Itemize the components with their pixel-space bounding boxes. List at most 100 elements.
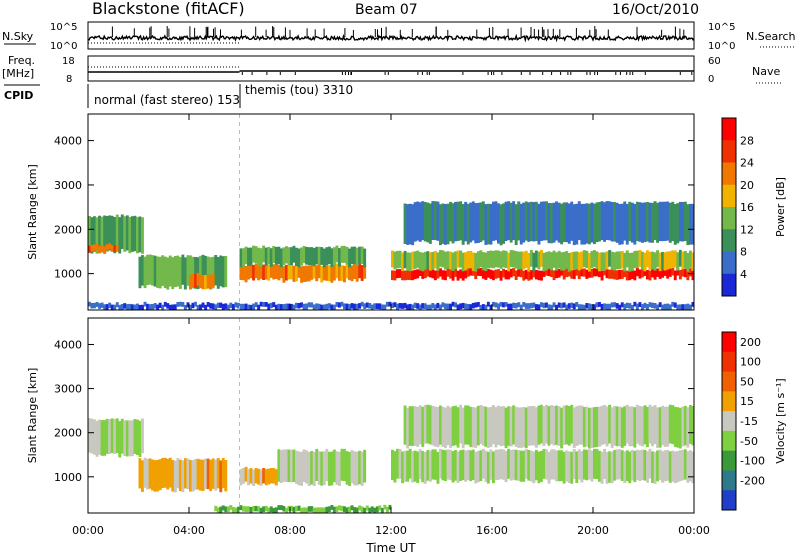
heatmap-cell	[343, 245, 346, 263]
heatmap-cell	[454, 302, 458, 308]
y-tick-label: 4000	[54, 135, 82, 148]
heatmap-cell	[661, 304, 665, 310]
heatmap-cell	[247, 469, 251, 486]
heatmap-cell	[517, 268, 521, 277]
colorbar-swatch	[722, 351, 736, 373]
heatmap-cell	[146, 303, 150, 310]
heatmap-cell	[658, 269, 662, 279]
heatmap-cell	[686, 303, 690, 310]
heatmap-cell	[603, 449, 607, 479]
heatmap-cell	[534, 250, 538, 268]
heatmap-cell	[363, 248, 367, 268]
heatmap-cell	[658, 302, 662, 308]
heatmap-cell	[285, 303, 288, 310]
heatmap-cell	[464, 252, 468, 271]
heatmap-cell	[120, 304, 124, 310]
heatmap-cell	[398, 448, 402, 479]
heatmap-cell	[560, 267, 564, 276]
heatmap-cell	[290, 264, 293, 280]
heatmap-cell	[295, 265, 298, 282]
heatmap-cell	[302, 303, 306, 310]
heatmap-cell	[519, 450, 523, 482]
heatmap-cell	[247, 247, 251, 266]
heatmap-cell	[643, 267, 647, 276]
heatmap-cell	[163, 301, 167, 307]
heatmap-cell	[219, 506, 223, 513]
heatmap-cell	[239, 264, 243, 280]
heatmap-cell	[567, 406, 571, 446]
heatmap-cell	[686, 204, 690, 246]
heatmap-cell	[229, 302, 233, 308]
heatmap-cell	[683, 449, 687, 480]
heatmap-cell	[610, 202, 614, 242]
heatmap-cell	[163, 457, 167, 488]
heatmap-cell	[479, 405, 483, 444]
heatmap-cell	[189, 275, 192, 290]
heatmap-cell	[368, 507, 372, 513]
heatmap-cell	[128, 217, 132, 254]
heatmap-cell	[244, 303, 248, 310]
heatmap-cell	[433, 304, 437, 310]
heatmap-cell	[373, 303, 377, 309]
heatmap-cell	[537, 203, 541, 245]
heatmap-cell	[141, 255, 144, 286]
heatmap-cell	[646, 406, 649, 448]
heatmap-cell	[641, 304, 644, 310]
heatmap-cell	[461, 302, 465, 309]
heatmap-cell	[502, 406, 506, 446]
heatmap-cell	[590, 269, 594, 278]
heatmap-cell	[613, 202, 617, 242]
heatmap-cell	[426, 251, 430, 269]
heatmap-cell	[633, 270, 637, 281]
heatmap-cell	[297, 451, 301, 486]
heatmap-cell	[98, 246, 102, 254]
heatmap-cell	[656, 450, 660, 482]
heatmap-cell	[226, 506, 230, 513]
heatmap-cell	[454, 450, 458, 481]
heatmap-cell	[403, 203, 407, 244]
heatmap-cell	[209, 257, 213, 290]
heatmap-cell	[393, 251, 397, 270]
heatmap-cell	[454, 251, 458, 270]
heatmap-cell	[214, 459, 218, 491]
heatmap-cell	[638, 450, 642, 481]
heatmap-cell	[547, 451, 551, 484]
x-tick-label: 16:00	[476, 524, 508, 537]
heatmap-cell	[446, 251, 450, 269]
heatmap-cell	[671, 301, 675, 307]
heatmap-cell	[133, 304, 137, 310]
heatmap-cell	[676, 252, 680, 271]
heatmap-cell	[534, 201, 538, 242]
heatmap-cell	[100, 302, 104, 308]
colorbar-swatch	[722, 118, 736, 141]
heatmap-cell	[292, 506, 296, 513]
heatmap-cell	[610, 251, 614, 270]
heatmap-cell	[507, 270, 511, 280]
heatmap-cell	[461, 407, 465, 449]
heatmap-cell	[287, 505, 291, 512]
heatmap-cell	[115, 302, 119, 308]
heatmap-cell	[386, 506, 389, 513]
heatmap-cell	[678, 304, 682, 310]
heatmap-cell	[312, 451, 316, 486]
heatmap-cell	[547, 304, 551, 310]
heatmap-cell	[123, 303, 127, 309]
heatmap-cell	[138, 458, 142, 489]
heatmap-cell	[360, 506, 364, 513]
heatmap-cell	[552, 270, 556, 281]
heatmap-cell	[605, 406, 609, 447]
heatmap-cell	[635, 201, 639, 242]
heatmap-cell	[416, 303, 420, 309]
heatmap-cell	[385, 301, 389, 307]
heatmap-cell	[481, 406, 485, 446]
heatmap-cell	[98, 303, 102, 309]
heatmap-cell	[224, 460, 228, 492]
heatmap-cell	[529, 250, 533, 267]
heatmap-cell	[214, 255, 218, 286]
heatmap-cell	[651, 268, 655, 278]
heatmap-cell	[630, 252, 634, 272]
heatmap-cell	[471, 267, 475, 276]
heatmap-cell	[113, 245, 117, 252]
heatmap-cell	[446, 303, 450, 310]
heatmap-cell	[529, 201, 533, 242]
